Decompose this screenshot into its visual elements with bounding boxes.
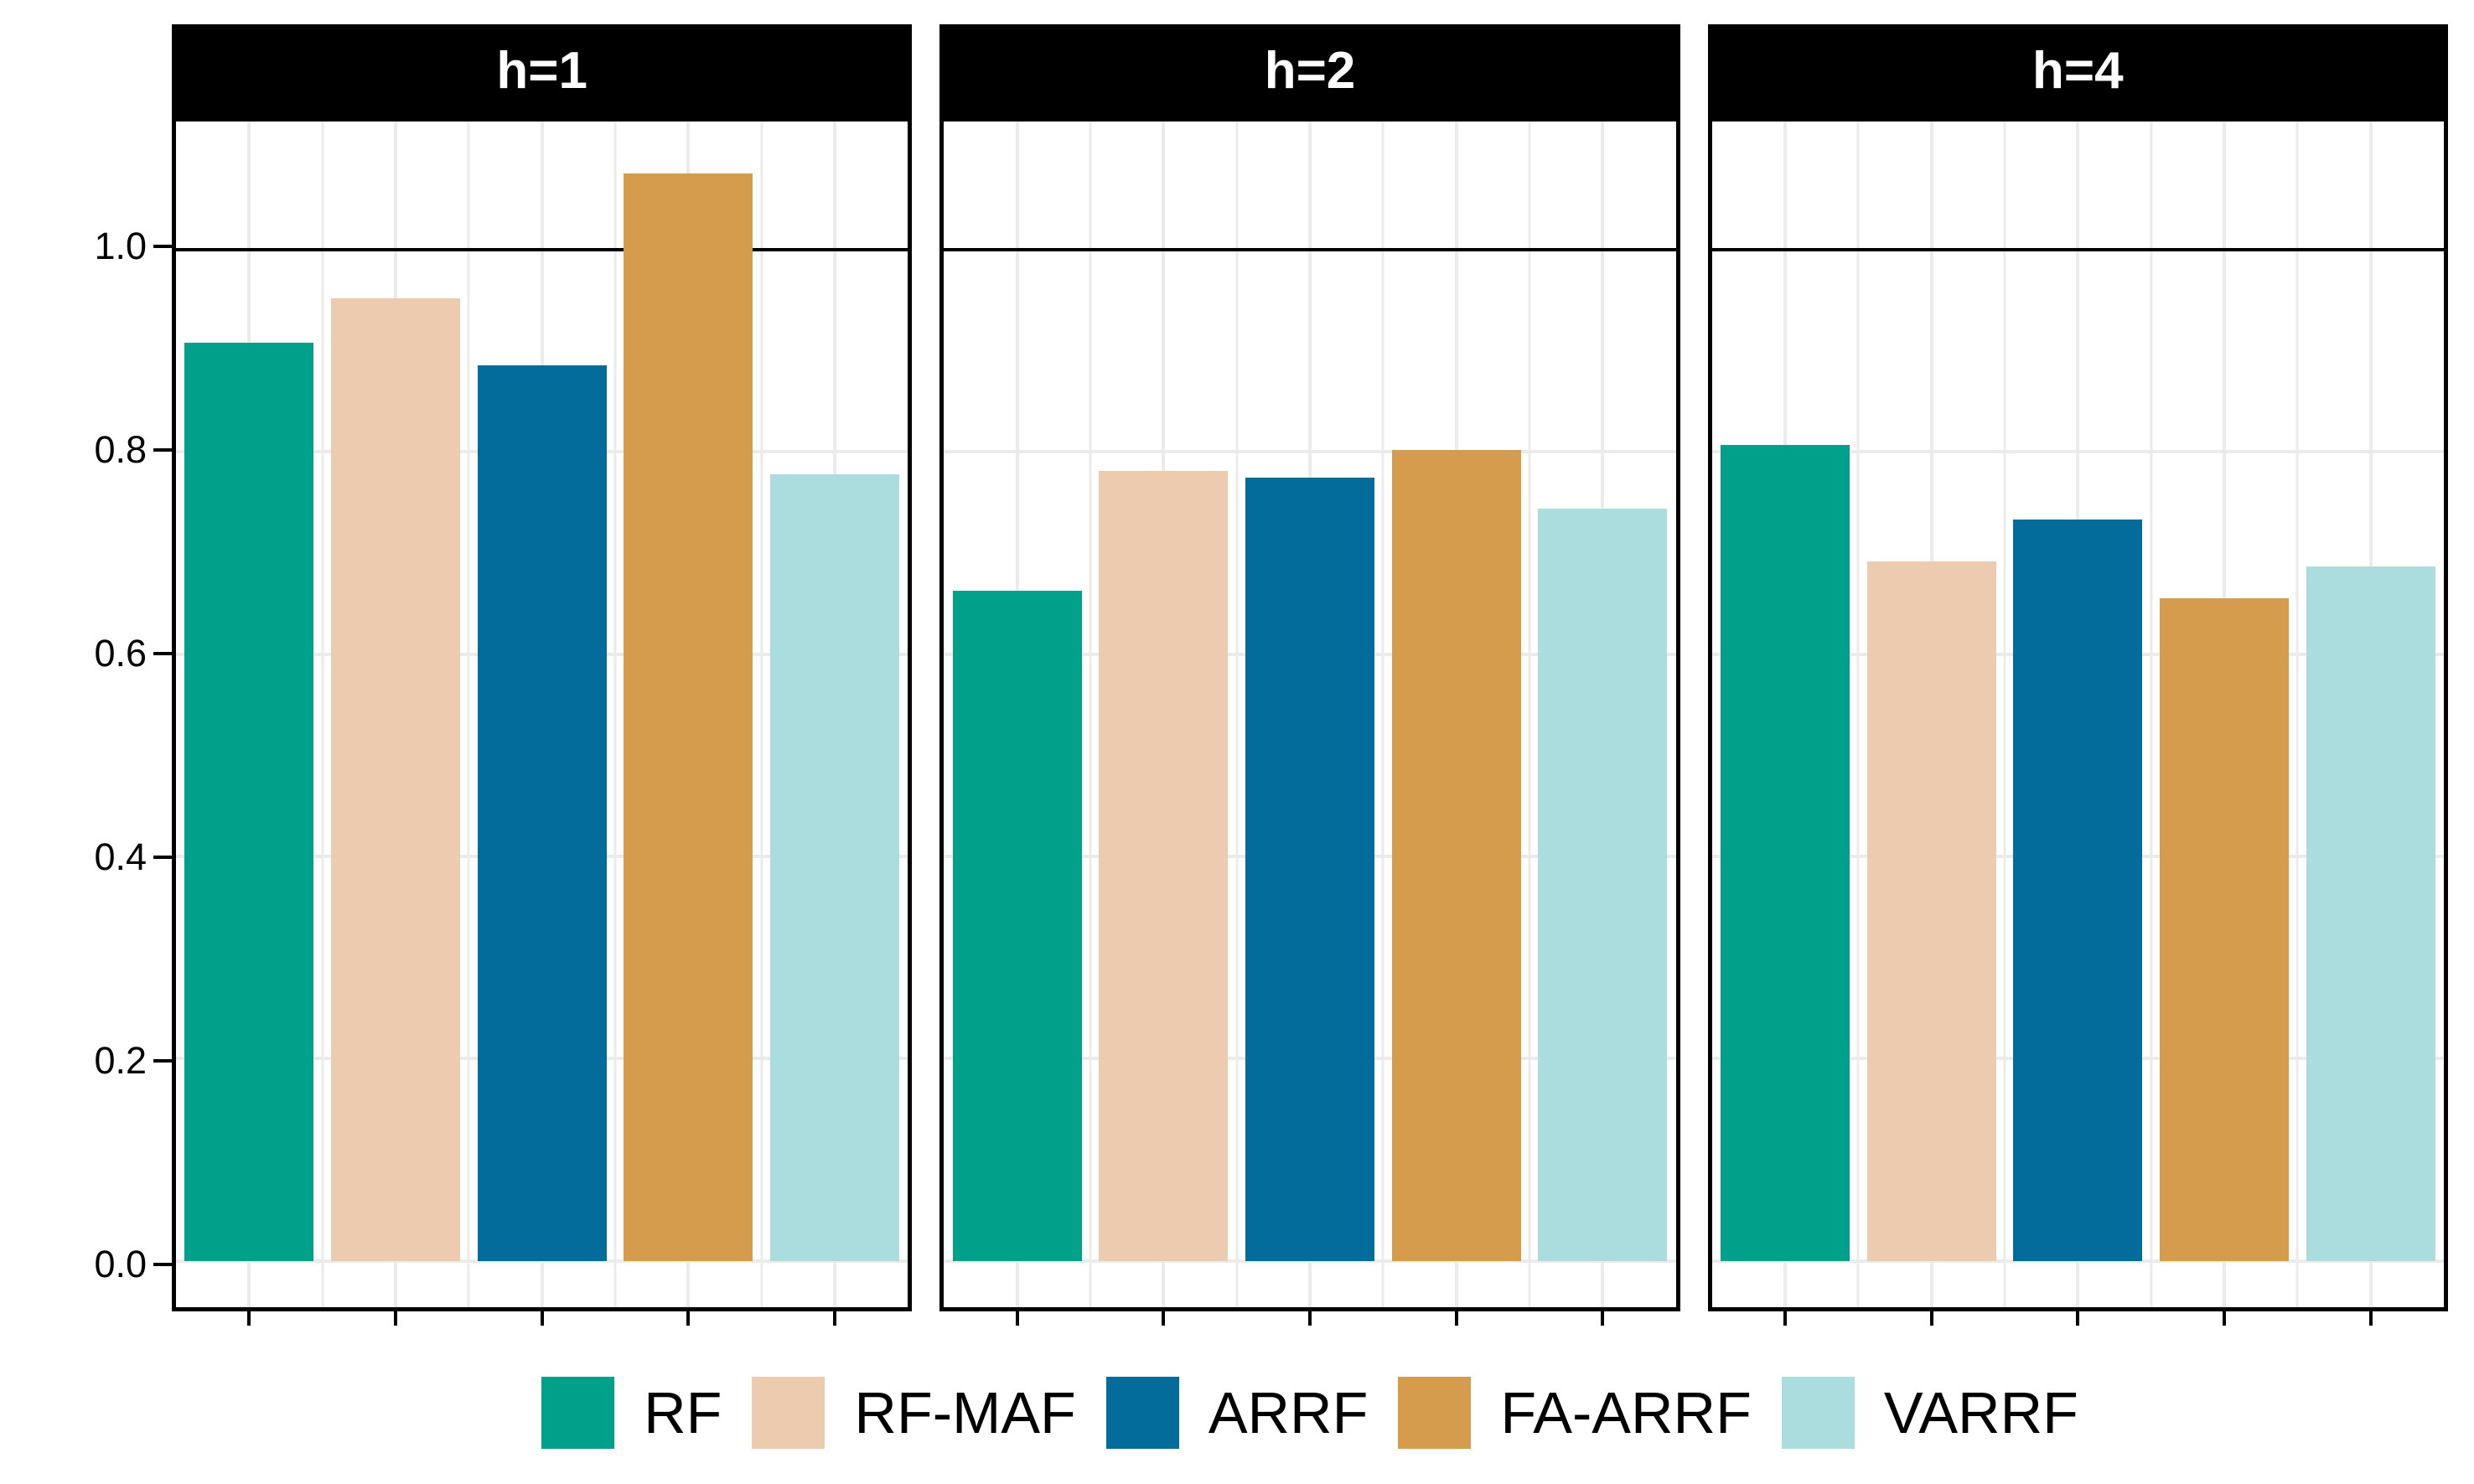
legend-label: VARRF — [1883, 1379, 2078, 1445]
bar-fa-arrf — [1391, 450, 1521, 1261]
legend-key-swatch — [541, 1376, 615, 1449]
y-axis: 0.0 0.2 0.4 0.6 0.8 1.0 — [0, 117, 172, 1311]
vertical-gridline-minor — [1856, 122, 1860, 1307]
facet-h=1: h=1 — [172, 24, 913, 1326]
vertical-gridline-minor — [760, 122, 763, 1307]
legend-key-swatch — [1398, 1376, 1472, 1449]
legend-item-rf-maf: RF-MAF — [752, 1376, 1076, 1449]
bar-arrf — [1245, 477, 1374, 1261]
y-tick-mark — [153, 1059, 172, 1063]
bar-varrf — [2306, 566, 2435, 1261]
vertical-gridline-minor — [2150, 122, 2153, 1307]
bar-arrf — [477, 365, 607, 1261]
legend-item-arrf: ARRF — [1105, 1376, 1369, 1449]
y-tick-label: 1.0 — [94, 225, 147, 268]
x-tick-mark — [1162, 1307, 1166, 1326]
legend-item-fa-arrf: FA-ARRF — [1398, 1376, 1752, 1449]
y-tick-mark — [153, 448, 172, 452]
bar-rf — [184, 343, 314, 1261]
x-tick-mark — [247, 1307, 251, 1326]
y-tick-label: 0.8 — [94, 428, 147, 472]
bar-varrf — [1538, 509, 1668, 1261]
y-tick-mark — [153, 1263, 172, 1267]
vertical-gridline-minor — [321, 122, 324, 1307]
panel — [172, 117, 913, 1326]
vertical-gridline-minor — [1089, 122, 1092, 1307]
y-tick-mark — [153, 856, 172, 860]
y-tick-label: 0.0 — [94, 1243, 147, 1286]
facet-strip: h=2 — [939, 24, 1680, 117]
x-tick-mark — [1454, 1307, 1458, 1326]
bar-varrf — [770, 474, 899, 1261]
legend-key-swatch — [1781, 1376, 1855, 1449]
bar-fa-arrf — [624, 173, 753, 1261]
y-tick-label: 0.4 — [94, 835, 147, 879]
vertical-gridline-minor — [1235, 122, 1239, 1307]
x-tick-mark — [832, 1307, 836, 1326]
vertical-gridline-minor — [467, 122, 470, 1307]
y-tick-label: 0.6 — [94, 632, 147, 675]
x-tick-mark — [1783, 1307, 1787, 1326]
bar-arrf — [2013, 520, 2143, 1261]
panel — [939, 117, 1680, 1326]
x-tick-mark — [2368, 1307, 2373, 1326]
legend-label: FA-ARRF — [1500, 1379, 1752, 1445]
facet-h=2: h=2 — [939, 24, 1680, 1326]
legend: RF RF-MAF ARRF FA-ARRF VARRF — [172, 1376, 2448, 1449]
bar-rf-maf — [331, 298, 460, 1261]
x-tick-mark — [2076, 1307, 2080, 1326]
y-tick-label: 0.2 — [94, 1039, 147, 1083]
x-tick-mark — [393, 1307, 397, 1326]
legend-key-swatch — [752, 1376, 826, 1449]
y-tick-mark — [153, 652, 172, 656]
vertical-gridline-minor — [2003, 122, 2006, 1307]
x-tick-mark — [1601, 1307, 1605, 1326]
bar-rf-maf — [1866, 561, 1996, 1261]
reference-line — [944, 248, 1676, 252]
x-tick-mark — [540, 1307, 544, 1326]
bar-rf-maf — [1099, 471, 1229, 1261]
facet-strip-label: h=1 — [496, 41, 587, 100]
facet-panels: h=1 h=2 h=4 — [172, 24, 2448, 1326]
x-tick-mark — [2222, 1307, 2226, 1326]
vertical-gridline-minor — [1528, 122, 1531, 1307]
y-tick-mark — [153, 245, 172, 249]
reference-line — [1711, 248, 2444, 252]
panel — [1707, 117, 2448, 1326]
legend-key-swatch — [1105, 1376, 1179, 1449]
vertical-gridline-minor — [2295, 122, 2299, 1307]
legend-label: RF-MAF — [854, 1379, 1076, 1445]
vertical-gridline-minor — [1381, 122, 1385, 1307]
facet-strip-label: h=2 — [1264, 41, 1356, 100]
facet-strip: h=1 — [172, 24, 913, 117]
facet-h=4: h=4 — [1707, 24, 2448, 1326]
x-tick-mark — [1929, 1307, 1933, 1326]
bar-fa-arrf — [2160, 598, 2289, 1261]
legend-item-rf: RF — [541, 1376, 722, 1449]
facet-strip: h=4 — [1707, 24, 2448, 117]
legend-label: RF — [644, 1379, 722, 1445]
legend-label: ARRF — [1208, 1379, 1369, 1445]
x-tick-mark — [1015, 1307, 1019, 1326]
x-tick-mark — [686, 1307, 691, 1326]
legend-item-varrf: VARRF — [1781, 1376, 2078, 1449]
x-tick-mark — [1307, 1307, 1312, 1326]
bar-rf — [952, 590, 1082, 1261]
vertical-gridline-minor — [613, 122, 617, 1307]
bar-rf — [1721, 445, 1850, 1261]
facet-strip-label: h=4 — [2032, 41, 2124, 100]
reference-line — [176, 248, 908, 252]
